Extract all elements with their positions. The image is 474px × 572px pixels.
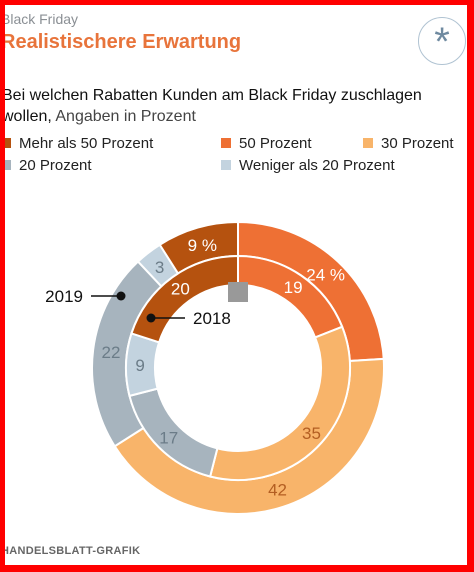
- legend-swatch: [5, 138, 11, 148]
- badge-symbol: *: [434, 20, 450, 64]
- subtitle-unit: Angaben in Prozent: [55, 108, 196, 125]
- series-label-2018: 2018: [193, 309, 231, 328]
- donut-chart: 24 % 42 22 3 9 % 19 35 17 9 20 2019 2018: [45, 220, 385, 515]
- ring-start-marker: [228, 282, 248, 302]
- donut-label-2018-2: 17: [159, 428, 178, 447]
- donut-label-2019-0: 24 %: [306, 266, 345, 285]
- chart-subtitle: Bei welchen Rabatten Kunden am Black Fri…: [5, 85, 467, 127]
- legend-label: 30 Prozent: [381, 135, 454, 152]
- callout-dot-2018: [146, 313, 156, 323]
- donut-label-2019-4: 9 %: [188, 236, 217, 255]
- legend-item-50: 50 Prozent: [221, 135, 312, 152]
- subtitle-main: Bei welchen Rabatten Kunden am Black Fri…: [5, 87, 422, 125]
- chart-title: Realistischere Erwartung: [5, 31, 242, 53]
- donut-segment-2018-4: [130, 254, 239, 344]
- legend-swatch: [363, 138, 373, 148]
- legend-item-weniger-als-20: Weniger als 20 Prozent: [221, 157, 395, 174]
- footer-credit: HANDELSBLATT-GRAFIK: [5, 545, 141, 557]
- donut-label-2018-0: 19: [284, 278, 303, 297]
- legend-swatch: [221, 138, 231, 148]
- legend-label: 50 Prozent: [239, 135, 312, 152]
- donut-label-2018-1: 35: [302, 424, 321, 443]
- legend-label: 20 Prozent: [19, 157, 92, 174]
- donut-label-2018-3: 9: [135, 356, 144, 375]
- legend-item-30: 30 Prozent: [363, 135, 454, 152]
- legend-label: Weniger als 20 Prozent: [239, 157, 395, 174]
- chart-card: Black Friday Realistischere Erwartung * …: [5, 5, 467, 565]
- series-label-2019: 2019: [45, 287, 83, 306]
- callout-dot-2019: [116, 291, 126, 301]
- legend-item-20: 20 Prozent: [5, 157, 92, 174]
- donut-label-2019-2: 22: [102, 343, 121, 362]
- legend-label: Mehr als 50 Prozent: [19, 135, 154, 152]
- donut-label-2019-3: 3: [155, 258, 164, 277]
- legend-swatch: [5, 160, 11, 170]
- donut-label-2018-4: 20: [171, 280, 190, 299]
- legend-swatch: [221, 160, 231, 170]
- asterisk-icon: *: [418, 17, 466, 65]
- donut-label-2019-1: 42: [268, 481, 287, 500]
- legend-item-mehr-als-50: Mehr als 50 Prozent: [5, 135, 153, 152]
- kicker: Black Friday: [5, 11, 79, 27]
- legend: Mehr als 50 Prozent 50 Prozent 30 Prozen…: [5, 135, 467, 179]
